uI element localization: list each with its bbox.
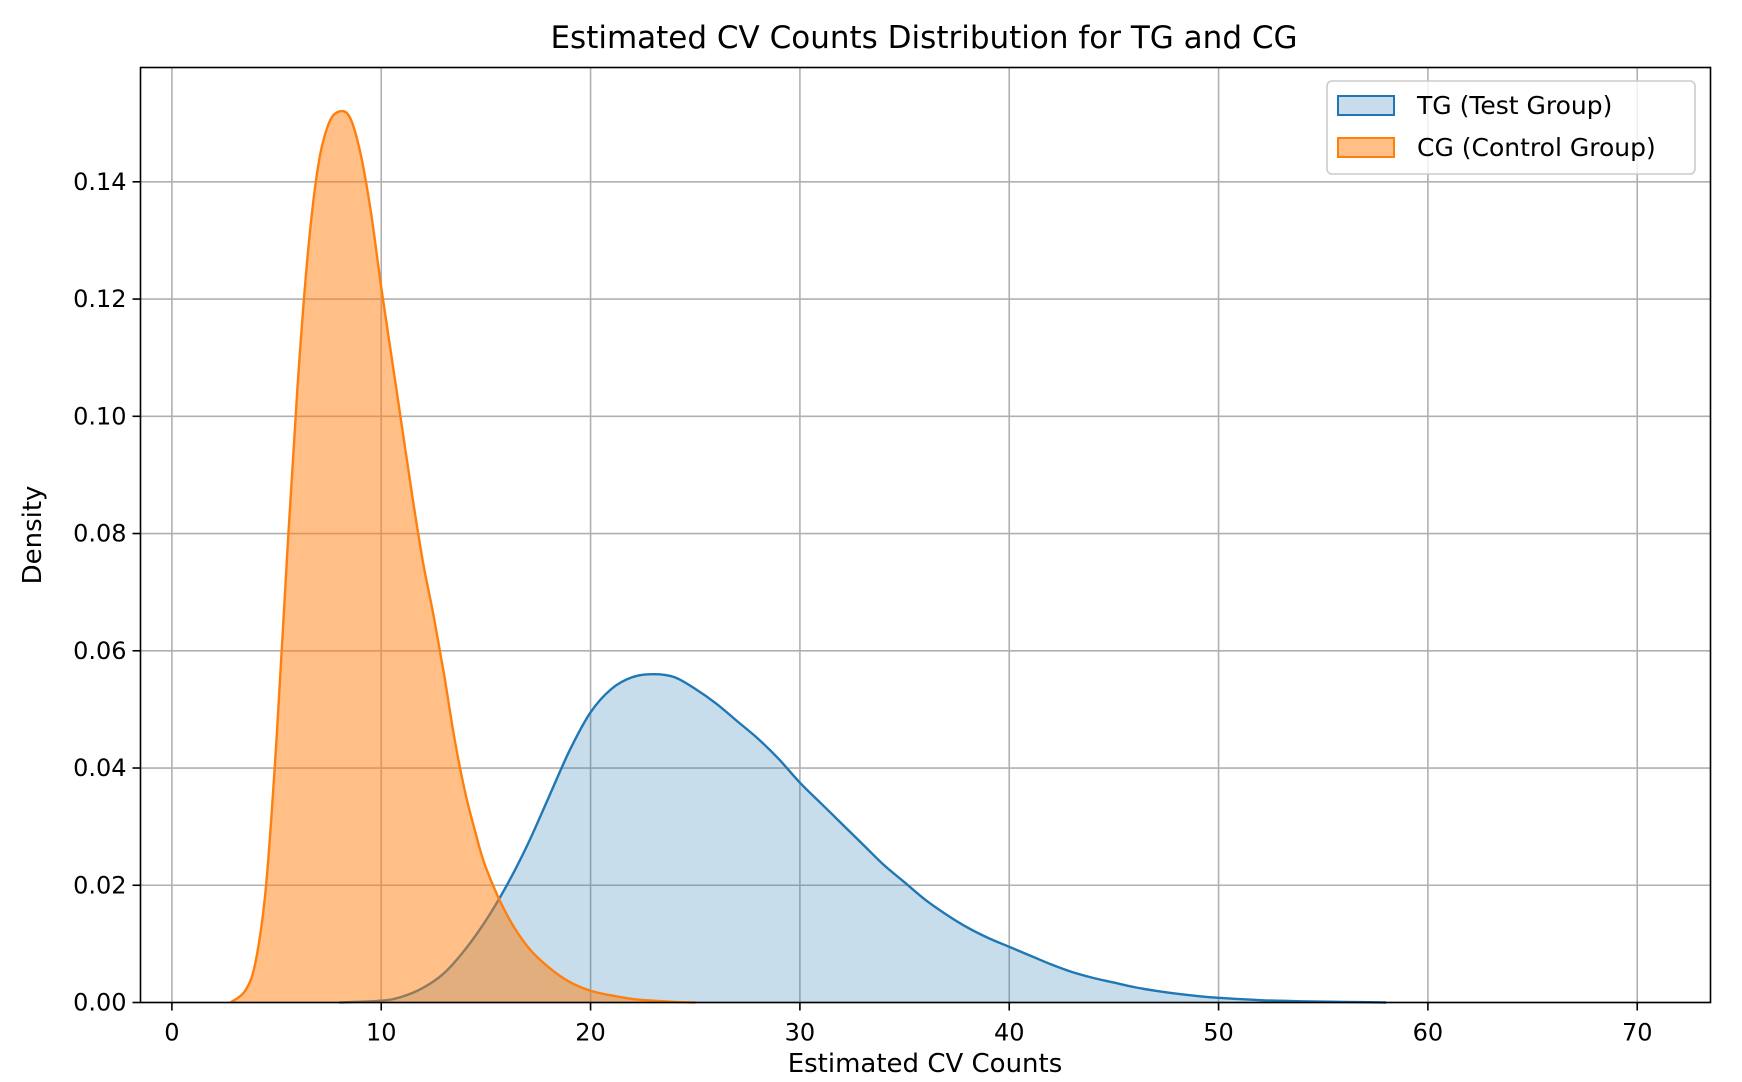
x-tick-label: 70 <box>1622 1019 1653 1047</box>
x-tick-label: 0 <box>164 1019 179 1047</box>
density-areas <box>229 109 1387 1004</box>
y-tick-label: 0.02 <box>73 871 126 899</box>
y-axis-ticks: 0.00 0.02 0.04 0.06 0.08 0.10 0.12 0.14 <box>73 168 141 1017</box>
x-tick-label: 20 <box>575 1019 606 1047</box>
plot-frame <box>139 66 1712 1004</box>
chart-title: Estimated CV Counts Distribution for TG … <box>550 20 1297 56</box>
y-tick-label: 0.00 <box>73 989 126 1017</box>
density-line-tg <box>339 673 1387 1004</box>
y-tick-label: 0.06 <box>73 637 126 665</box>
density-line-cg <box>229 109 696 1004</box>
x-tick-label: 50 <box>1203 1019 1234 1047</box>
y-tick-label: 0.12 <box>73 285 126 313</box>
x-tick-label: 40 <box>994 1019 1025 1047</box>
x-axis-label: Estimated CV Counts <box>788 1049 1063 1079</box>
legend-label-tg: TG (Test Group) <box>1416 91 1612 120</box>
density-fill-cg <box>230 111 696 1003</box>
y-tick-label: 0.04 <box>73 754 126 782</box>
density-fill-tg <box>339 674 1387 1003</box>
y-tick-label: 0.10 <box>73 402 126 430</box>
y-axis-label: Density <box>18 486 48 585</box>
x-tick-label: 60 <box>1413 1019 1444 1047</box>
legend-label-cg: CG (Control Group) <box>1417 133 1656 162</box>
y-tick-label: 0.08 <box>73 520 126 548</box>
x-tick-label: 30 <box>785 1019 816 1047</box>
y-tick-label: 0.14 <box>73 168 126 196</box>
legend-swatch-tg <box>1337 95 1395 116</box>
legend-box <box>1326 80 1696 175</box>
legend-swatch-cg <box>1337 137 1395 158</box>
x-axis-ticks: 0 10 20 30 40 50 60 70 <box>164 1002 1653 1047</box>
x-tick-label: 10 <box>366 1019 397 1047</box>
legend: TG (Test Group) CG (Control Group) <box>1326 80 1696 175</box>
